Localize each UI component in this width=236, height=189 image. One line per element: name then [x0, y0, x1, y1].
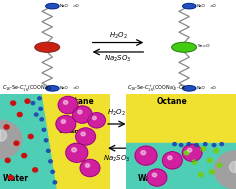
Circle shape: [217, 163, 222, 167]
Circle shape: [192, 160, 197, 164]
Circle shape: [72, 106, 92, 123]
Circle shape: [14, 141, 19, 145]
Circle shape: [56, 115, 76, 133]
Text: NaO: NaO: [197, 4, 206, 8]
Circle shape: [172, 42, 196, 52]
Circle shape: [72, 148, 76, 152]
Circle shape: [78, 110, 82, 114]
Circle shape: [207, 158, 212, 163]
Circle shape: [58, 96, 78, 114]
Text: $Na_2SO_3$: $Na_2SO_3$: [104, 53, 132, 64]
Circle shape: [35, 42, 59, 52]
Text: $Na_2SO_3$: $Na_2SO_3$: [103, 154, 131, 164]
Circle shape: [198, 173, 203, 177]
Circle shape: [51, 170, 55, 173]
Bar: [126, 143, 236, 189]
Circle shape: [162, 152, 182, 169]
Circle shape: [66, 143, 88, 162]
Text: Water: Water: [2, 174, 28, 183]
Circle shape: [88, 113, 105, 128]
Text: $C_{16}$-Se-$C_{16}^{+}$(COONa)$_2$-Ox: $C_{16}$-Se-$C_{16}^{+}$(COONa)$_2$-Ox: [127, 83, 187, 94]
Circle shape: [25, 99, 30, 103]
Circle shape: [85, 163, 90, 167]
Text: $H_2O_2$: $H_2O_2$: [109, 31, 127, 41]
Circle shape: [22, 153, 27, 158]
Circle shape: [34, 113, 38, 116]
Circle shape: [173, 143, 176, 146]
Circle shape: [183, 86, 196, 91]
Text: =O: =O: [210, 4, 217, 8]
Circle shape: [49, 160, 52, 163]
Circle shape: [28, 134, 33, 139]
Circle shape: [4, 125, 9, 129]
Circle shape: [187, 143, 190, 146]
Circle shape: [76, 128, 96, 145]
Circle shape: [42, 128, 46, 131]
Circle shape: [201, 147, 206, 151]
Circle shape: [147, 169, 167, 186]
Circle shape: [53, 181, 57, 184]
Circle shape: [184, 151, 189, 155]
Text: $H_2O_2$: $H_2O_2$: [107, 108, 126, 118]
Circle shape: [46, 86, 59, 91]
Circle shape: [183, 4, 196, 9]
Polygon shape: [229, 161, 236, 173]
Circle shape: [187, 148, 192, 152]
Circle shape: [80, 159, 100, 177]
Text: Octane: Octane: [64, 97, 94, 106]
Circle shape: [168, 156, 172, 160]
Circle shape: [46, 4, 59, 9]
Text: =O: =O: [210, 86, 217, 90]
Circle shape: [40, 118, 43, 121]
Circle shape: [33, 168, 38, 172]
Circle shape: [203, 143, 207, 146]
Text: NaO: NaO: [197, 86, 206, 90]
Circle shape: [17, 112, 22, 117]
Circle shape: [61, 120, 66, 123]
Text: Se=O: Se=O: [198, 44, 211, 48]
Circle shape: [38, 97, 41, 100]
Circle shape: [11, 101, 16, 105]
Circle shape: [195, 144, 198, 147]
Circle shape: [135, 146, 157, 165]
Text: =O: =O: [73, 4, 80, 8]
Polygon shape: [0, 130, 7, 141]
Circle shape: [63, 101, 68, 104]
Circle shape: [182, 144, 202, 161]
Text: NaO: NaO: [60, 86, 69, 90]
Circle shape: [212, 144, 216, 147]
Circle shape: [44, 139, 48, 142]
Circle shape: [209, 170, 214, 174]
Circle shape: [179, 144, 183, 147]
Circle shape: [46, 149, 50, 152]
Text: =O: =O: [73, 86, 80, 90]
Polygon shape: [42, 94, 110, 189]
Circle shape: [141, 151, 146, 155]
Circle shape: [220, 143, 223, 146]
Circle shape: [81, 132, 85, 136]
Polygon shape: [214, 151, 236, 189]
Text: Octane: Octane: [157, 97, 188, 106]
Polygon shape: [0, 120, 22, 158]
Circle shape: [93, 116, 96, 120]
Circle shape: [31, 101, 35, 105]
Circle shape: [152, 173, 157, 177]
Circle shape: [5, 158, 10, 163]
Bar: [126, 94, 236, 143]
Circle shape: [8, 175, 13, 180]
Circle shape: [39, 107, 42, 110]
Text: Water: Water: [137, 174, 163, 183]
Text: Octane: Octane: [59, 129, 84, 134]
Text: $C_{16}$-Se-$C_{16}^{+}$(COONa)$_2$: $C_{16}$-Se-$C_{16}^{+}$(COONa)$_2$: [2, 83, 53, 94]
Circle shape: [214, 149, 219, 153]
Text: NaO: NaO: [60, 4, 69, 8]
